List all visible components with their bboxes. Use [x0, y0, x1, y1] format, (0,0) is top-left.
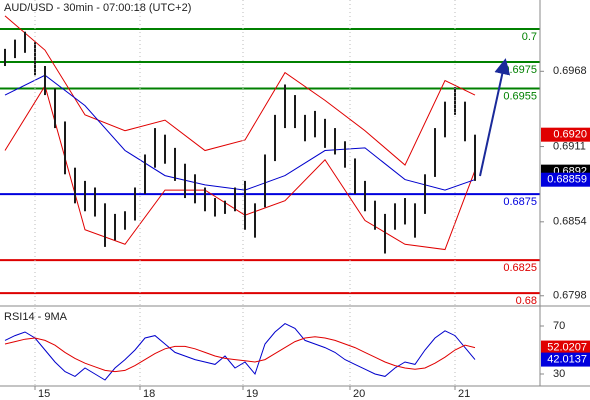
price-marker-label: 0.6920 — [553, 129, 587, 141]
forecast-arrow — [479, 58, 511, 177]
price-marker — [541, 127, 590, 142]
indicator-line — [4, 336, 476, 373]
level-label: 0.6875 — [503, 196, 537, 208]
x-tick-label: 15 — [38, 388, 50, 400]
level-label: 0.6975 — [503, 64, 537, 76]
price-marker — [541, 340, 590, 355]
price-marker-label: 52.0207 — [547, 341, 587, 353]
x-tick-label: 19 — [246, 388, 258, 400]
y-tick-label: 0.6854 — [553, 216, 587, 228]
y-tick-label: 70 — [553, 320, 565, 332]
chart-title: AUD/USD - 30min - 07:00:18 (UTC+2) — [4, 2, 191, 14]
price-marker — [541, 172, 590, 187]
y-tick-label: 30 — [553, 368, 565, 380]
level-label: 0.68 — [516, 295, 537, 307]
level-label: 0.7 — [522, 31, 537, 43]
price-marker — [541, 352, 590, 367]
price-marker-label: 42.0137 — [547, 353, 587, 365]
level-label: 0.6955 — [503, 90, 537, 102]
x-tick-label: 18 — [143, 388, 155, 400]
y-tick-label: 0.6798 — [553, 290, 587, 302]
price-marker-label: 0.68859 — [547, 174, 587, 186]
indicator-title: RSI14 - 9MA — [4, 311, 68, 323]
level-label: 0.6825 — [503, 262, 537, 274]
x-tick-label: 21 — [458, 388, 470, 400]
x-tick-label: 20 — [353, 388, 365, 400]
y-tick-label: 0.6911 — [553, 140, 586, 152]
indicator-line — [4, 323, 476, 381]
y-tick-label: 0.6968 — [553, 65, 587, 77]
overlay-line — [4, 15, 476, 166]
